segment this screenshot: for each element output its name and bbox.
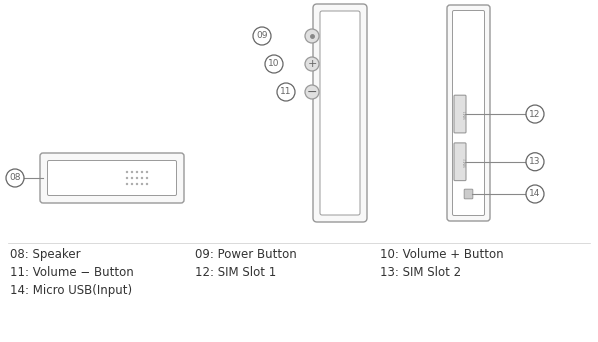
Text: 14: 14 bbox=[529, 189, 541, 198]
Circle shape bbox=[146, 177, 148, 179]
Text: +: + bbox=[307, 59, 317, 69]
Circle shape bbox=[146, 183, 148, 185]
Circle shape bbox=[146, 171, 148, 173]
Text: 08: Speaker: 08: Speaker bbox=[10, 248, 81, 261]
Text: 14: Micro USB(Input): 14: Micro USB(Input) bbox=[10, 284, 132, 297]
Text: 13: SIM Slot 2: 13: SIM Slot 2 bbox=[380, 266, 461, 279]
FancyBboxPatch shape bbox=[40, 153, 184, 203]
Circle shape bbox=[126, 177, 128, 179]
Text: 11: Volume − Button: 11: Volume − Button bbox=[10, 266, 134, 279]
FancyBboxPatch shape bbox=[313, 4, 367, 222]
Circle shape bbox=[253, 27, 271, 45]
Text: 12: SIM Slot 1: 12: SIM Slot 1 bbox=[195, 266, 276, 279]
Circle shape bbox=[136, 183, 138, 185]
FancyBboxPatch shape bbox=[320, 11, 360, 215]
Circle shape bbox=[305, 85, 319, 99]
Circle shape bbox=[526, 153, 544, 171]
Circle shape bbox=[141, 177, 143, 179]
Circle shape bbox=[126, 183, 128, 185]
FancyBboxPatch shape bbox=[454, 143, 466, 181]
Text: SIM2: SIM2 bbox=[464, 157, 468, 167]
Circle shape bbox=[6, 169, 24, 187]
Circle shape bbox=[126, 171, 128, 173]
Text: 12: 12 bbox=[529, 109, 541, 119]
Circle shape bbox=[277, 83, 295, 101]
Circle shape bbox=[141, 171, 143, 173]
Text: 11: 11 bbox=[280, 88, 292, 96]
FancyBboxPatch shape bbox=[447, 5, 490, 221]
Circle shape bbox=[265, 55, 283, 73]
FancyBboxPatch shape bbox=[464, 189, 473, 199]
Text: 10: 10 bbox=[269, 60, 280, 68]
Circle shape bbox=[136, 177, 138, 179]
Text: 08: 08 bbox=[9, 173, 21, 183]
Text: 09: Power Button: 09: Power Button bbox=[195, 248, 297, 261]
Circle shape bbox=[131, 183, 133, 185]
FancyBboxPatch shape bbox=[453, 11, 484, 215]
Circle shape bbox=[305, 29, 319, 43]
Text: −: − bbox=[307, 86, 318, 98]
Circle shape bbox=[141, 183, 143, 185]
Text: 13: 13 bbox=[529, 157, 541, 166]
Circle shape bbox=[131, 171, 133, 173]
Circle shape bbox=[305, 57, 319, 71]
Text: SIM1: SIM1 bbox=[464, 109, 468, 119]
Circle shape bbox=[131, 177, 133, 179]
Text: 09: 09 bbox=[257, 31, 268, 40]
FancyBboxPatch shape bbox=[47, 160, 176, 196]
Text: 10: Volume + Button: 10: Volume + Button bbox=[380, 248, 504, 261]
FancyBboxPatch shape bbox=[454, 95, 466, 133]
Circle shape bbox=[526, 185, 544, 203]
Circle shape bbox=[526, 105, 544, 123]
Circle shape bbox=[136, 171, 138, 173]
